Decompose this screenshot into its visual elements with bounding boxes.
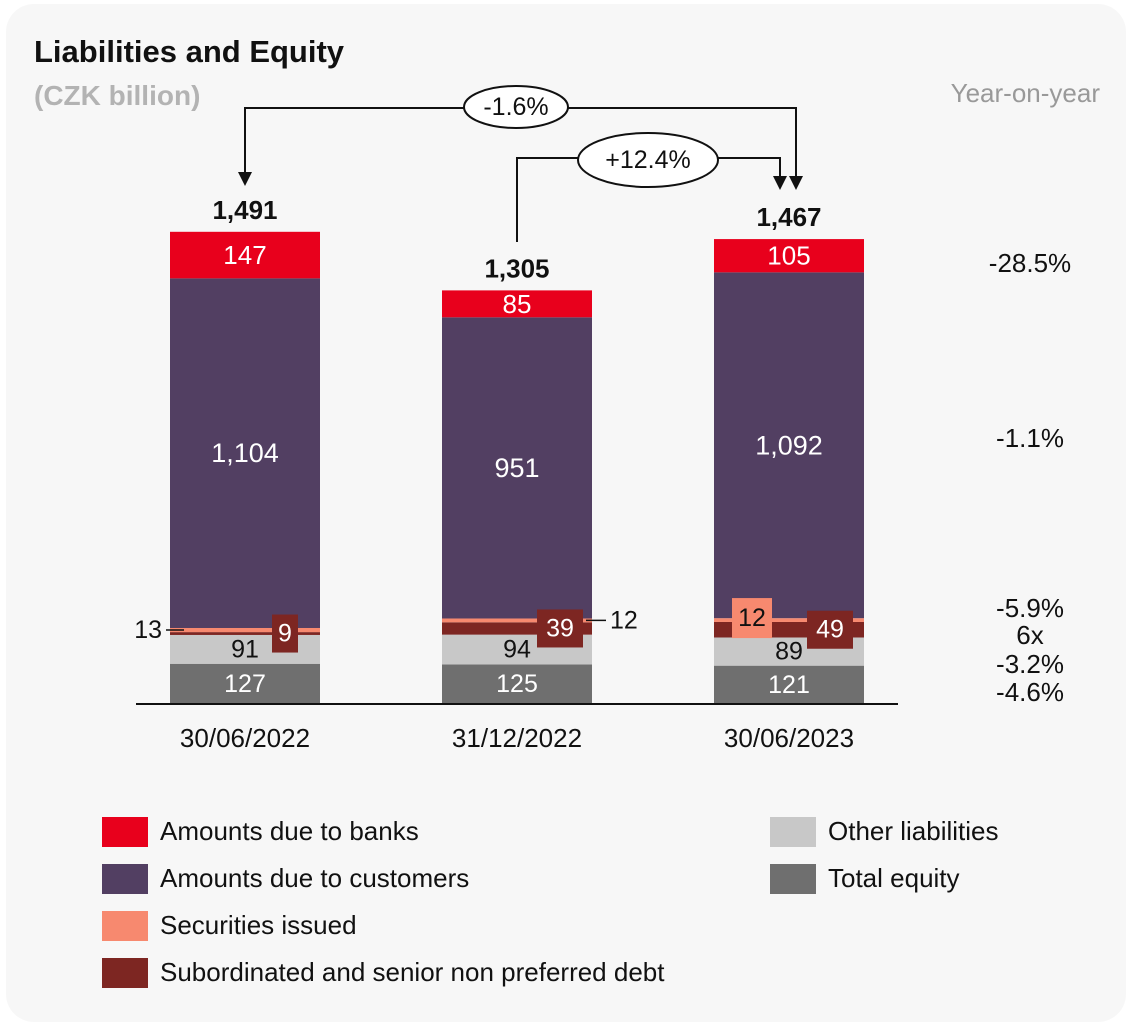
label-other-0: 91 [231,635,259,663]
yoy-banks: -28.5% [989,248,1071,278]
legend-swatch-banks [102,816,148,847]
total-label-1: 1,305 [484,253,549,283]
label-box-subordinated-0 [272,614,298,653]
change-label-0: -1.6% [483,93,548,121]
change-label-1: +12.4% [605,146,691,174]
legend-item-banks: Amounts due to banks [102,816,419,847]
bar-banks-2 [714,239,864,273]
total-label-2: 1,467 [756,202,821,232]
label-subordinated-1: 39 [546,614,574,642]
legend-swatch-subordinated [102,957,148,988]
label-subordinated-2: 49 [816,616,844,644]
legend-label-customers: Amounts due to customers [160,863,470,893]
bar-subordinated-0 [170,632,320,635]
label-other-1: 94 [503,636,531,664]
legend-item-securities: Securities issued [102,910,357,941]
label-subordinated-0: 9 [278,620,292,648]
bar-securities-2 [714,618,864,622]
legend-item-equity: Total equity [770,863,960,894]
total-label-0: 1,491 [212,195,277,225]
label-securities-0: 13 [134,616,162,644]
legend-label-other: Other liabilities [828,816,999,846]
yoy-securities: -5.9% [996,593,1064,623]
legend-label-banks: Amounts due to banks [160,816,419,846]
change-arrowhead-1 [773,176,787,190]
chart-title: Liabilities and Equity [34,34,345,69]
legend-label-securities: Securities issued [160,910,357,940]
bar-equity-2 [714,665,864,704]
change-bubble-0 [463,85,569,129]
label-box-subordinated-1 [537,609,583,648]
yoy-header: Year-on-year [950,78,1100,108]
legend-label-equity: Total equity [828,863,960,893]
label-equity-1: 125 [496,670,538,698]
label-customers-2: 1,092 [755,430,823,460]
label-banks-2: 105 [767,241,810,271]
chart-subtitle: (CZK billion) [34,80,201,111]
legend-item-other: Other liabilities [770,816,999,847]
bar-customers-1 [442,317,592,619]
label-equity-2: 121 [768,671,810,699]
label-securities-2: 12 [738,604,766,632]
category-label-0: 30/06/2022 [180,723,310,753]
legend-item-customers: Amounts due to customers [102,863,469,894]
legend-swatch-other [770,816,816,847]
yoy-subordinated: 6x [1016,620,1043,650]
bar-securities-0 [170,627,320,633]
label-box-securities-2 [732,598,772,639]
label-customers-0: 1,104 [211,438,279,468]
bar-customers-2 [714,272,864,619]
category-label-2: 30/06/2023 [724,723,854,753]
bar-banks-1 [442,290,592,318]
label-box-subordinated-2 [807,610,853,649]
category-label-1: 31/12/2022 [452,723,582,753]
legend-swatch-securities [102,910,148,941]
label-banks-1: 85 [503,289,532,319]
legend-swatch-equity [770,863,816,894]
legend-item-subordinated: Subordinated and senior non preferred de… [102,957,664,988]
yoy-equity: -4.6% [996,677,1064,707]
label-customers-1: 951 [494,453,539,483]
label-other-2: 89 [775,638,803,666]
yoy-other: -3.2% [996,649,1064,679]
change-bubble-1 [577,132,719,188]
bar-securities-1 [442,618,592,623]
yoy-customers: -1.1% [996,423,1064,453]
change-arrowhead-0a [238,172,252,186]
label-securities-1: 12 [610,606,638,634]
legend-label-subordinated: Subordinated and senior non preferred de… [160,957,665,987]
label-equity-0: 127 [224,670,266,698]
bar-customers-0 [170,278,320,628]
legend-swatch-customers [102,863,148,894]
bar-banks-0 [170,231,320,279]
label-banks-0: 147 [223,240,266,270]
bar-equity-1 [442,664,592,704]
change-arrowhead-0b [789,176,803,190]
bar-equity-0 [170,663,320,704]
